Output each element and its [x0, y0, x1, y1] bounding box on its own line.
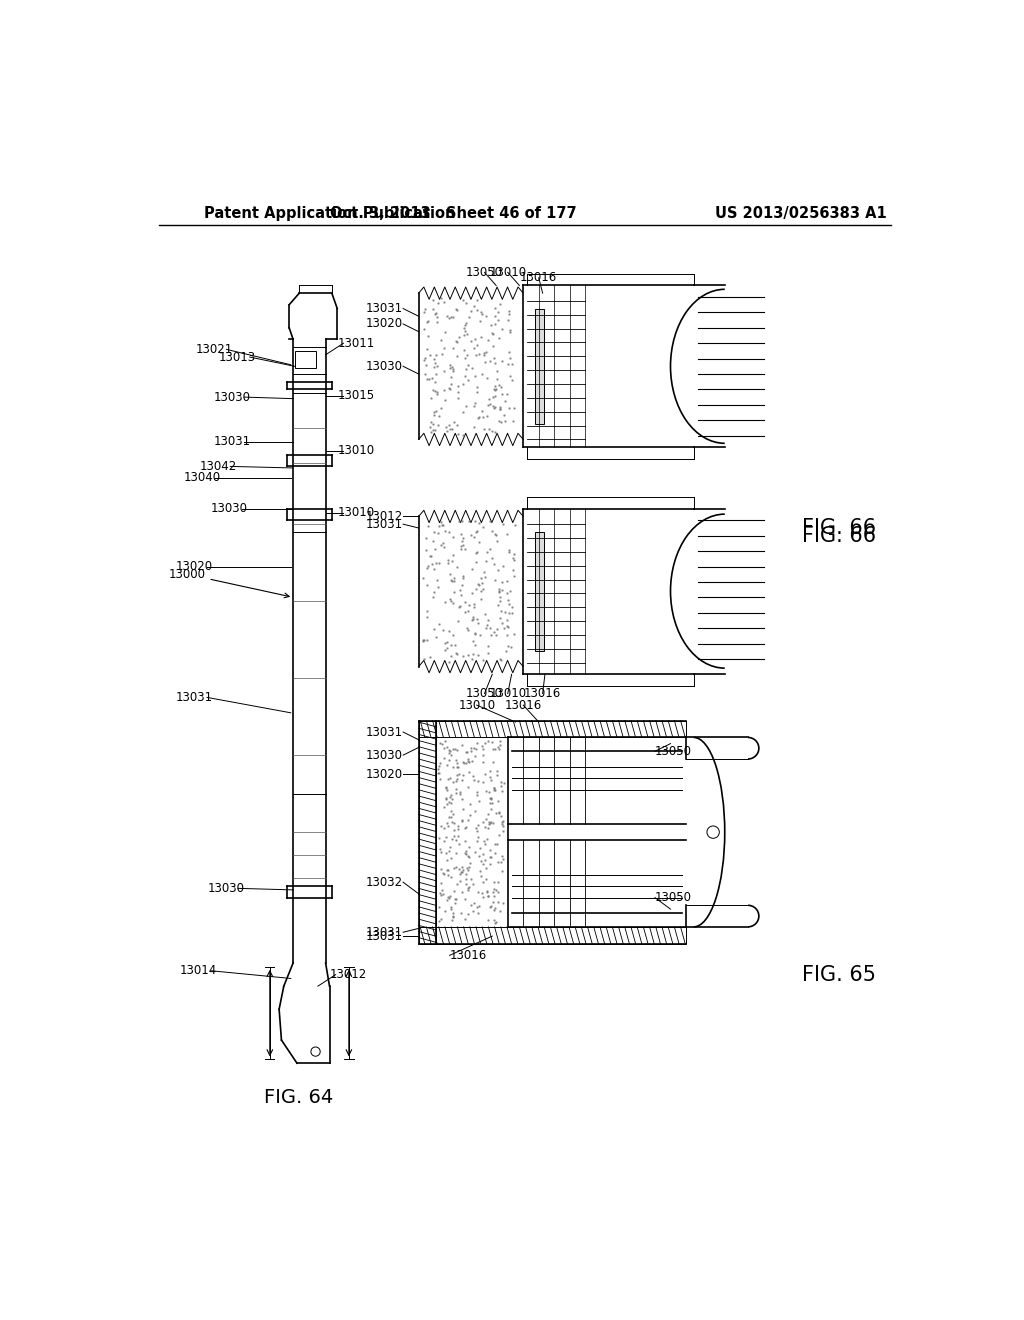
Text: FIG. 66: FIG. 66 [802, 517, 877, 539]
Text: 13014: 13014 [180, 964, 217, 977]
Text: 13020: 13020 [176, 560, 213, 573]
Text: 13016: 13016 [520, 271, 557, 284]
Text: 13031: 13031 [366, 929, 403, 942]
Text: 13013: 13013 [219, 351, 256, 363]
Text: 13031: 13031 [366, 517, 403, 531]
Text: 13010: 13010 [489, 686, 526, 700]
Text: 13030: 13030 [207, 882, 245, 895]
Text: 13040: 13040 [184, 471, 221, 484]
Text: 13031: 13031 [366, 726, 403, 739]
Text: 13020: 13020 [366, 317, 403, 330]
Text: 13050: 13050 [655, 744, 692, 758]
Text: 13030: 13030 [211, 502, 248, 515]
Text: 13012: 13012 [366, 510, 403, 523]
Text: FIG. 64: FIG. 64 [264, 1088, 333, 1107]
Text: US 2013/0256383 A1: US 2013/0256383 A1 [715, 206, 887, 222]
Text: 13016: 13016 [450, 949, 486, 962]
Bar [419, 721, 686, 738]
Text: 13000: 13000 [169, 568, 289, 598]
Bar [295, 351, 316, 368]
Text: 13021: 13021 [196, 343, 232, 356]
Bar [535, 532, 544, 651]
Text: 13020: 13020 [366, 768, 403, 781]
Text: 13042: 13042 [200, 459, 237, 473]
Text: 13031: 13031 [176, 690, 213, 704]
Text: 13010: 13010 [337, 445, 375, 458]
Text: 13010: 13010 [337, 506, 375, 519]
Text: 13050: 13050 [466, 265, 503, 279]
Text: 13030: 13030 [213, 391, 251, 404]
Text: 13016: 13016 [524, 686, 561, 700]
Bar [535, 309, 544, 424]
Text: 13050: 13050 [655, 891, 692, 904]
Text: 13010: 13010 [458, 698, 496, 711]
Text: 13031: 13031 [213, 436, 251, 449]
Bar [419, 721, 435, 944]
Text: 13012: 13012 [330, 968, 367, 981]
Text: 13015: 13015 [337, 389, 375, 403]
Text: FIG. 66: FIG. 66 [802, 525, 877, 545]
Text: 13050: 13050 [466, 686, 503, 700]
Text: 13031: 13031 [366, 925, 403, 939]
Text: 13016: 13016 [505, 698, 542, 711]
Text: Oct. 3, 2013   Sheet 46 of 177: Oct. 3, 2013 Sheet 46 of 177 [330, 206, 577, 222]
Text: 13030: 13030 [367, 748, 403, 762]
Text: 13031: 13031 [366, 302, 403, 315]
Text: FIG. 65: FIG. 65 [802, 965, 877, 985]
Text: 13010: 13010 [489, 265, 526, 279]
Text: 13032: 13032 [366, 875, 403, 888]
Bar [419, 927, 686, 944]
Text: 13011: 13011 [337, 337, 375, 350]
Text: Patent Application Publication: Patent Application Publication [204, 206, 456, 222]
Text: 13030: 13030 [367, 360, 403, 372]
